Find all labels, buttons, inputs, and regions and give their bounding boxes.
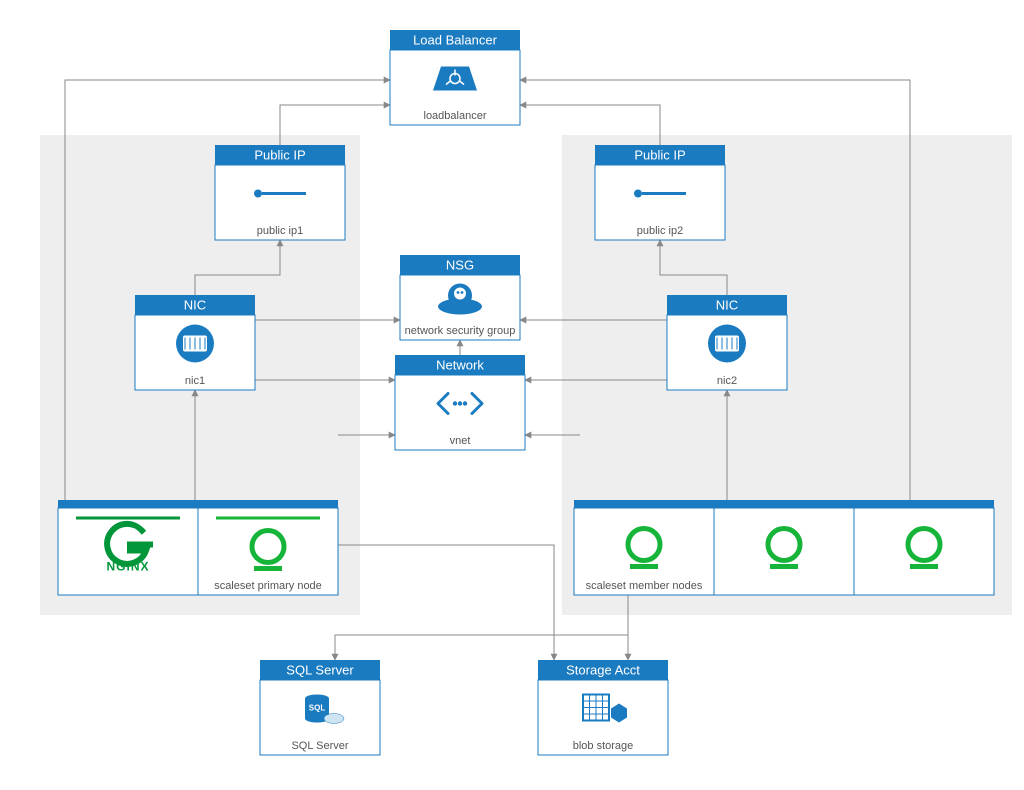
- node-title: NIC: [184, 297, 206, 312]
- node-title: Public IP: [634, 147, 685, 162]
- node-publicip1: Public IP public ip1: [215, 145, 345, 240]
- node-storage: Storage Acct blob storage: [538, 660, 668, 755]
- node-publicip2: Public IP public ip2: [595, 145, 725, 240]
- node-nsg: NSG network security group: [400, 255, 520, 340]
- node-title: NIC: [716, 297, 738, 312]
- node-sublabel: scaleset member nodes: [586, 580, 703, 592]
- node-sublabel: blob storage: [573, 740, 634, 752]
- node-scaleset2: scaleset member nodes: [574, 500, 994, 595]
- svg-text:SQL: SQL: [309, 704, 326, 713]
- node-sublabel: public ip2: [637, 225, 683, 237]
- node-sublabel: nic1: [185, 375, 205, 387]
- architecture-diagram: Load Balancer loadbalancer Public IP public…: [0, 0, 1024, 785]
- node-title: Load Balancer: [413, 32, 498, 47]
- svg-text:NGiNX: NGiNX: [106, 560, 149, 574]
- node-loadbalancer: Load Balancer loadbalancer: [390, 30, 520, 125]
- node-sublabel: loadbalancer: [424, 110, 487, 122]
- node-sublabel: scaleset primary node: [214, 580, 322, 592]
- node-sqlserver: SQL Server SQL SQL Server: [260, 660, 380, 755]
- node-sublabel: public ip1: [257, 225, 303, 237]
- node-sublabel: network security group: [405, 325, 516, 337]
- node-vnet: Network vnet: [395, 355, 525, 450]
- node-nic1: NIC nic1: [135, 295, 255, 390]
- node-title: Storage Acct: [566, 662, 640, 677]
- node-sublabel: vnet: [450, 435, 471, 447]
- node-title: SQL Server: [286, 662, 354, 677]
- node-sublabel: SQL Server: [291, 740, 348, 752]
- node-nic2: NIC nic2: [667, 295, 787, 390]
- node-title: Network: [436, 357, 484, 372]
- node-title: NSG: [446, 257, 474, 272]
- node-scaleset1: NGiNX scaleset primary node: [58, 500, 338, 595]
- node-sublabel: nic2: [717, 375, 737, 387]
- node-title: Public IP: [254, 147, 305, 162]
